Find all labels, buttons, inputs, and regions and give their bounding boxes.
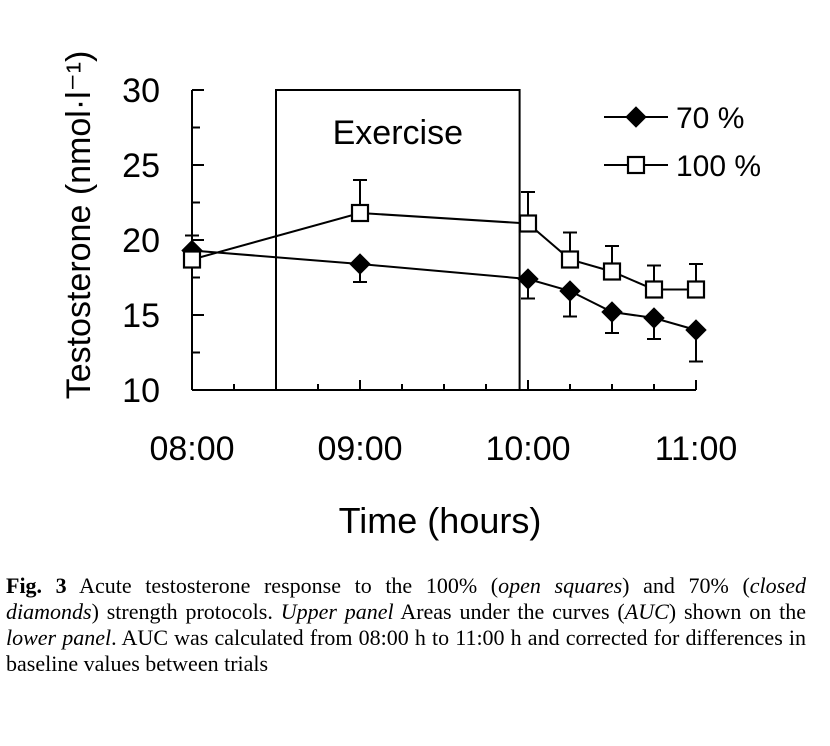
x-tick-label: 11:00 bbox=[655, 430, 738, 468]
chart-legend: 70 % 100 % bbox=[604, 102, 761, 183]
legend-label: 100 % bbox=[676, 150, 761, 183]
caption-text: ) strength protocols. bbox=[91, 599, 281, 624]
caption-italic: AUC bbox=[624, 599, 669, 624]
caption-text: Acute testosterone response to the 100% … bbox=[66, 573, 499, 598]
x-axis-title: Time (hours) bbox=[339, 500, 542, 541]
exercise-label: Exercise bbox=[333, 114, 463, 152]
y-tick-label: 30 bbox=[122, 72, 160, 110]
data-point-square bbox=[518, 214, 538, 233]
data-point-diamond bbox=[559, 280, 581, 302]
x-tick-label: 10:00 bbox=[485, 430, 570, 468]
data-point-square bbox=[182, 250, 202, 269]
data-point-diamond bbox=[685, 319, 707, 341]
caption-italic: Upper panel bbox=[280, 599, 394, 624]
x-tick-label: 08:00 bbox=[149, 430, 234, 468]
chart-series bbox=[181, 179, 707, 363]
data-point-diamond bbox=[517, 268, 539, 290]
data-point-diamond bbox=[349, 253, 371, 275]
figure-caption: Fig. 3 Acute testosterone response to th… bbox=[6, 573, 806, 677]
caption-italic: closed diamonds bbox=[6, 573, 806, 624]
data-point-square bbox=[626, 155, 646, 175]
legend-label: 70 % bbox=[676, 102, 744, 135]
data-point-diamond bbox=[625, 106, 647, 128]
data-point-square bbox=[602, 262, 622, 281]
caption-text: ) and 70% ( bbox=[622, 573, 750, 598]
caption-italic: open squares bbox=[498, 573, 623, 598]
testosterone-chart: 10 15 20 25 30 08:00 09:00 10:00 11:00 Time (hour… bbox=[60, 51, 761, 541]
exercise-annotation: Exercise bbox=[275, 89, 521, 391]
chart-axes: 10 15 20 25 30 08:00 09:00 10:00 11:00 Time (hour… bbox=[60, 51, 737, 541]
x-tick-label: 09:00 bbox=[317, 430, 402, 468]
y-axis-title: Testosterone (nmol·l⁻¹) bbox=[60, 51, 98, 400]
data-point-square bbox=[644, 280, 664, 299]
data-point-square bbox=[350, 203, 370, 223]
y-tick-label: 10 bbox=[122, 372, 160, 410]
series-seventy bbox=[181, 239, 707, 363]
data-point-square bbox=[560, 250, 580, 269]
caption-text: ) shown on the bbox=[668, 599, 806, 624]
data-point-diamond bbox=[601, 301, 623, 323]
caption-text: . AUC was calculated from 08:00 h to 11:… bbox=[6, 625, 806, 676]
caption-text: Areas under the curves ( bbox=[393, 599, 625, 624]
y-tick-label: 15 bbox=[122, 297, 160, 335]
y-tick-label: 25 bbox=[122, 147, 160, 185]
caption-italic: lower panel bbox=[6, 625, 112, 650]
data-point-diamond bbox=[643, 307, 665, 329]
exercise-box bbox=[275, 89, 521, 391]
y-tick-label: 20 bbox=[122, 222, 160, 260]
series-hundred bbox=[182, 179, 706, 299]
data-point-square bbox=[686, 280, 706, 299]
caption-label: Fig. 3 bbox=[6, 573, 67, 598]
